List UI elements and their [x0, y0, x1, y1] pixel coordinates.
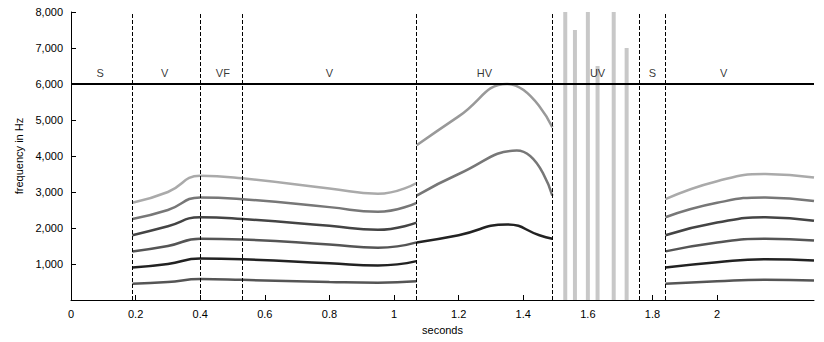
svg-text:2: 2 [714, 308, 720, 320]
svg-text:2,000: 2,000 [35, 222, 63, 234]
svg-text:1,000: 1,000 [35, 258, 63, 270]
svg-text:1.8: 1.8 [645, 308, 660, 320]
svg-text:0.8: 0.8 [322, 308, 337, 320]
svg-text:S: S [96, 67, 103, 79]
svg-text:seconds: seconds [422, 324, 463, 336]
svg-text:UV: UV [590, 67, 606, 79]
svg-text:7,000: 7,000 [35, 42, 63, 54]
svg-text:6,000: 6,000 [35, 78, 63, 90]
svg-text:V: V [161, 67, 169, 79]
svg-text:HV: HV [477, 67, 493, 79]
svg-text:4,000: 4,000 [35, 150, 63, 162]
svg-text:3,000: 3,000 [35, 186, 63, 198]
svg-text:S: S [649, 67, 656, 79]
svg-text:0: 0 [68, 308, 74, 320]
svg-text:V: V [326, 67, 334, 79]
svg-text:1.4: 1.4 [516, 308, 531, 320]
svg-text:8,000: 8,000 [35, 6, 63, 18]
svg-text:0.2: 0.2 [128, 308, 143, 320]
svg-text:5,000: 5,000 [35, 114, 63, 126]
svg-text:1.2: 1.2 [451, 308, 466, 320]
svg-text:1.6: 1.6 [580, 308, 595, 320]
svg-text:1: 1 [391, 308, 397, 320]
svg-text:0.4: 0.4 [193, 308, 208, 320]
svg-text:V: V [720, 67, 728, 79]
svg-text:0.6: 0.6 [257, 308, 272, 320]
svg-text:frequency in Hz: frequency in Hz [13, 118, 25, 194]
svg-text:VF: VF [216, 67, 230, 79]
